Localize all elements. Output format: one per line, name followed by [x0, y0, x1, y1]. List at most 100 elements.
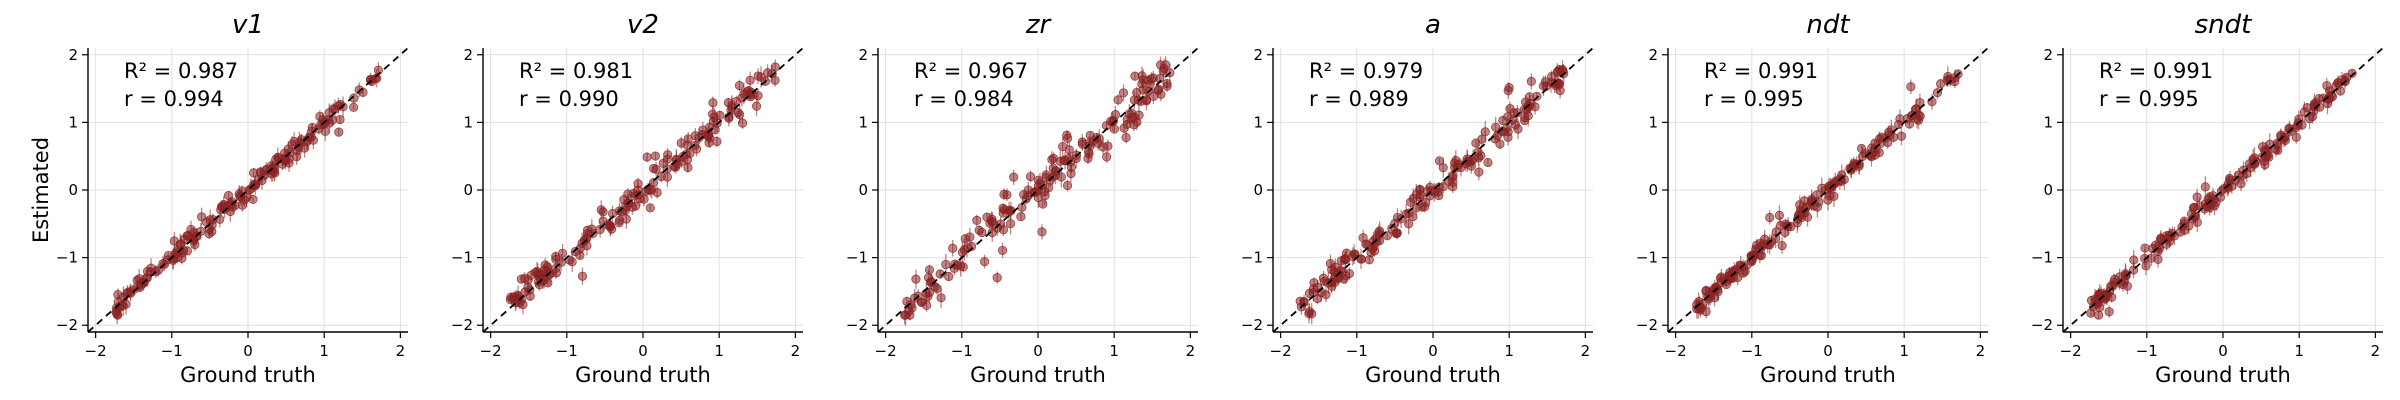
- data-point: [669, 161, 679, 172]
- data-point: [1895, 114, 1905, 124]
- data-point: [2305, 114, 2315, 124]
- panel-title: a: [1425, 10, 1441, 40]
- data-point: [645, 185, 655, 195]
- x-tick-label: 2: [791, 342, 801, 360]
- data-point: [1540, 77, 1551, 87]
- data-point: [1304, 288, 1315, 298]
- panel-v2: −2 −2 −1 −1 0 0 1 1 2 2 v2 R² = 0.981 r = 0.990 Groun…: [451, 10, 804, 387]
- x-tick-label: 2: [1186, 342, 1196, 360]
- x-tick-label: 2: [1581, 342, 1591, 360]
- data-point: [1103, 141, 1113, 151]
- panel-sndt: −2 −2 −1 −1 0 0 1 1 2 2 sndt R² = 0.991 r = 0.995 Gro…: [2031, 10, 2384, 387]
- y-tick-label: −2: [1241, 316, 1263, 334]
- data-point: [1474, 167, 1484, 177]
- x-tick-label: 0: [1823, 342, 1833, 360]
- data-point: [1747, 254, 1757, 264]
- data-point: [1915, 111, 1925, 121]
- panel-zr: −2 −2 −1 −1 0 0 1 1 2 2 zr R² = 0.967 r = 0.984 Groun…: [846, 10, 1199, 387]
- y-tick-label: −1: [1241, 249, 1263, 267]
- data-point: [1713, 287, 1723, 297]
- points-a: [1295, 60, 1569, 325]
- y-tick-label: −2: [56, 316, 78, 334]
- y-tick-label: −1: [451, 249, 473, 267]
- data-point: [577, 271, 588, 281]
- data-point: [1109, 124, 1119, 134]
- data-point: [712, 136, 722, 147]
- data-point: [1420, 201, 1430, 212]
- data-point: [158, 258, 168, 269]
- data-point: [924, 265, 935, 275]
- data-point: [349, 93, 359, 103]
- data-point: [1776, 220, 1786, 231]
- x-tick-label: 0: [1428, 342, 1438, 360]
- data-point: [1158, 66, 1168, 76]
- y-tick-label: 0: [858, 181, 868, 199]
- x-tick-label: 2: [2371, 342, 2381, 360]
- x-tick-label: −2: [875, 342, 897, 360]
- data-point: [545, 269, 555, 280]
- data-point: [2190, 211, 2201, 221]
- data-point: [1062, 130, 1072, 140]
- data-point: [335, 114, 345, 125]
- data-point: [607, 224, 617, 234]
- y-tick-label: 2: [1253, 46, 1263, 64]
- data-point: [650, 151, 661, 161]
- r-label: r = 0.990: [519, 87, 619, 111]
- data-point: [137, 277, 148, 287]
- data-point: [2192, 192, 2202, 202]
- data-point: [756, 72, 766, 82]
- data-point: [2129, 255, 2139, 265]
- data-point: [1490, 134, 1500, 144]
- y-tick-label: 1: [463, 113, 473, 131]
- data-point: [1425, 182, 1435, 192]
- r-label: r = 0.995: [2099, 87, 2199, 111]
- y-tick-label: 2: [68, 46, 78, 64]
- data-point: [169, 236, 179, 246]
- x-axis-label: Ground truth: [575, 363, 711, 387]
- r2-label: R² = 0.991: [1704, 59, 1818, 83]
- y-tick-label: −1: [846, 249, 868, 267]
- data-point: [645, 203, 655, 213]
- data-point: [648, 163, 659, 174]
- data-point: [1854, 159, 1864, 169]
- panel-title: sndt: [2195, 10, 2253, 40]
- data-point: [2153, 254, 2163, 265]
- data-point: [1162, 81, 1172, 91]
- data-point: [2302, 103, 2312, 113]
- data-point: [2104, 307, 2114, 317]
- data-point: [538, 276, 548, 286]
- data-point: [271, 154, 281, 164]
- data-point: [998, 225, 1009, 235]
- data-point: [1491, 122, 1501, 132]
- data-point: [349, 102, 359, 112]
- data-point: [1341, 270, 1351, 281]
- data-point: [1009, 172, 1019, 182]
- data-point: [900, 310, 911, 320]
- data-point: [979, 256, 990, 267]
- data-point: [1771, 234, 1781, 244]
- y-tick-label: 2: [2043, 46, 2053, 64]
- data-point: [1129, 120, 1139, 130]
- x-tick-label: 1: [1899, 342, 1909, 360]
- data-point: [1154, 84, 1164, 94]
- x-tick-label: 2: [396, 342, 406, 360]
- data-point: [734, 80, 745, 91]
- data-point: [1904, 119, 1915, 129]
- data-point: [2280, 132, 2290, 142]
- data-point: [1404, 219, 1414, 229]
- data-point: [614, 215, 625, 225]
- x-tick-label: 0: [1033, 342, 1043, 360]
- data-point: [113, 289, 123, 300]
- data-point: [557, 248, 568, 258]
- x-tick-label: 2: [1976, 342, 1986, 360]
- data-point: [911, 274, 921, 284]
- x-tick-label: −2: [2060, 342, 2082, 360]
- x-tick-label: −2: [85, 342, 107, 360]
- data-point: [936, 293, 946, 303]
- data-point: [691, 144, 702, 154]
- x-axis-label: Ground truth: [1365, 363, 1501, 387]
- data-point: [2265, 139, 2275, 149]
- data-point: [1498, 115, 1508, 126]
- data-point: [1141, 96, 1152, 106]
